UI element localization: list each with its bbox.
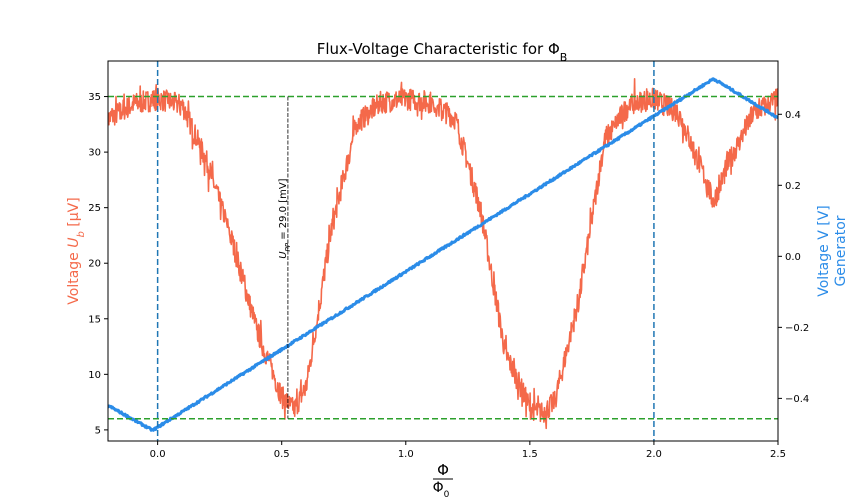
y-left-tick-label-6: 35 [88,92,101,103]
x-tick-label-3: 1.5 [522,449,538,460]
plot-frame [107,60,779,442]
y-left-tick-label-5: 30 [88,148,101,159]
x-tick-label-5: 2.5 [770,449,786,460]
x-axis-label-numerator: Φ [437,461,449,479]
x-tick-label-2: 1.0 [398,449,414,460]
x-axis-label: Φ Φ0 [433,461,453,500]
y-axis-label-right-line1: Voltage V [V] [816,205,832,297]
plot-area [108,61,778,441]
y-right-tick-label-2: 0.0 [785,252,801,263]
y-right-tick-label-0: −0.4 [785,394,809,405]
upp-annotation: UPP = 29.0 [mV] [278,178,292,258]
y-left-tick-label-2: 15 [88,314,101,325]
series-layer [108,77,778,432]
y-right-tick-label-1: −0.2 [785,323,809,334]
reference-lines [108,61,778,441]
y-axis-label-right-line2: Generator [833,215,849,286]
y-left-tick-label-0: 5 [95,425,101,436]
y-left-tick-label-3: 20 [88,259,101,270]
y-right-tick-label-3: 0.2 [785,181,801,192]
y-axis-label-right: Voltage V [V] Generator [816,205,849,297]
y-right-tick-label-4: 0.4 [785,110,801,121]
y-left-tick-label-4: 25 [88,203,101,214]
y-axis-label-left: Voltage Ub [μV] [66,197,87,304]
plot-background [108,61,778,441]
series-line-right [108,77,778,432]
x-tick-label-1: 0.5 [274,449,290,460]
x-tick-label-0: 0.0 [150,449,166,460]
axes: 0.0 0.5 1.0 1.5 2.0 2.5 5 10 15 20 25 30 35 −0.4 −0.2 0… [88,60,809,460]
x-axis-label-denominator: Φ0 [433,480,450,500]
chart-title: Flux-Voltage Characteristic for ΦB [317,40,568,64]
y-left-tick-label-1: 10 [88,370,101,381]
x-tick-label-4: 2.0 [646,449,662,460]
series-line-left [108,78,778,430]
